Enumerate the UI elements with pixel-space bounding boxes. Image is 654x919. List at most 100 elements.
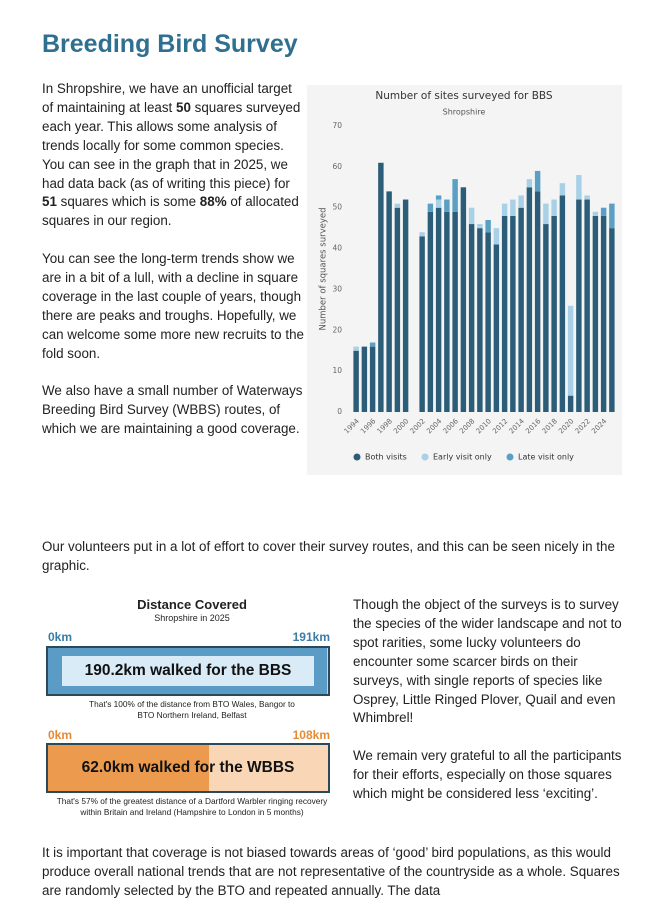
caption: That's 57% of the greatest distance of a… xyxy=(56,796,328,817)
page-title: Breeding Bird Survey xyxy=(42,30,298,58)
y-tick-label: 60 xyxy=(332,162,342,171)
bar-segment xyxy=(444,199,450,212)
y-tick-label: 40 xyxy=(332,244,342,253)
x-tick-label: 2008 xyxy=(458,417,476,435)
caption: That's 100% of the distance from BTO Wal… xyxy=(89,699,295,720)
y-tick-label: 50 xyxy=(332,203,342,212)
bar-segment xyxy=(584,199,590,412)
bar-segment xyxy=(518,195,524,208)
bar-segment xyxy=(394,203,401,208)
bar-segment xyxy=(551,215,557,412)
x-tick-label: 2018 xyxy=(541,417,559,435)
bar-segment xyxy=(419,232,425,237)
range-start: 0km xyxy=(48,728,73,742)
bar-segment xyxy=(493,228,500,245)
text: You can see in the graph that in 2025, w… xyxy=(42,156,290,191)
x-tick-label: 2012 xyxy=(491,417,509,435)
bar-segment xyxy=(394,207,401,412)
y-axis-label: Number of squares surveyed xyxy=(319,207,329,330)
bar-segment xyxy=(485,219,491,233)
volunteers-text: Our volunteers put in a lot of effort to… xyxy=(42,539,615,573)
distance-label: 62.0km walked for the WBBS xyxy=(81,759,295,776)
bar-segment xyxy=(600,215,607,412)
legend-label: Both visits xyxy=(365,453,407,462)
bar-segment xyxy=(609,203,615,229)
bar-segment xyxy=(534,191,541,412)
x-tick-label: 2000 xyxy=(392,417,410,435)
legend-marker xyxy=(421,453,429,461)
legend-label: Early visit only xyxy=(433,453,492,462)
bar-segment xyxy=(435,195,442,200)
footer-text: It is important that coverage is not bia… xyxy=(42,845,620,898)
bar-segment xyxy=(485,232,491,412)
text: We also have a small number of Waterways… xyxy=(42,383,303,437)
bar-segment xyxy=(501,215,508,412)
bar-segment xyxy=(452,211,458,412)
text: 51 xyxy=(42,194,57,210)
bar-segment xyxy=(543,224,549,412)
bar-segment xyxy=(559,195,566,412)
bar-segment xyxy=(444,211,450,412)
distance-fill xyxy=(48,745,209,791)
bar-segment xyxy=(501,203,508,216)
legend-label: Late visit only xyxy=(518,453,574,462)
y-tick-label: 20 xyxy=(332,325,342,334)
bar-segment xyxy=(427,211,434,412)
distance-bar: 62.0km walked for the WBBS xyxy=(46,743,330,793)
bar-segment xyxy=(386,191,392,412)
paragraph: We also have a small number of Waterways… xyxy=(42,382,304,439)
bar-segment xyxy=(477,224,483,229)
intro-text: In Shropshire, we have an unofficial tar… xyxy=(42,80,304,439)
x-tick-label: 1998 xyxy=(376,417,394,435)
paragraph: You can see the long-term trends show we… xyxy=(42,250,304,363)
bar-segment xyxy=(435,199,442,208)
x-tick-label: 2024 xyxy=(590,417,609,436)
bar-segment xyxy=(460,187,467,412)
bar-segment xyxy=(510,215,516,412)
infographic-title: Distance Covered xyxy=(137,597,247,612)
x-tick-label: 2010 xyxy=(475,417,493,435)
x-tick-label: 2006 xyxy=(442,417,461,436)
bar-segment xyxy=(510,199,516,216)
bar-segment xyxy=(353,350,359,412)
bar-segment xyxy=(378,162,384,412)
x-tick-label: 1994 xyxy=(343,417,362,436)
x-tick-label: 2020 xyxy=(557,417,575,435)
legend-marker xyxy=(353,453,361,461)
bar-segment xyxy=(584,195,590,200)
legend-marker xyxy=(506,453,514,461)
range-end: 191km xyxy=(292,630,330,644)
paragraph: In Shropshire, we have an unofficial tar… xyxy=(42,80,304,156)
bar-segment xyxy=(567,395,574,412)
bar-segment xyxy=(559,183,566,196)
bar-segment xyxy=(402,199,409,412)
bar-segment xyxy=(609,228,615,412)
bar-segment xyxy=(419,236,425,412)
bar-segment xyxy=(526,179,533,188)
text: You can see the long-term trends show we… xyxy=(42,251,304,361)
bar-segment xyxy=(543,203,549,225)
text: squares surveyed each year. This allows … xyxy=(42,99,301,153)
bar-segment xyxy=(452,179,458,212)
x-tick-label: 2002 xyxy=(409,417,427,435)
bar-segment xyxy=(592,211,599,216)
y-tick-label: 10 xyxy=(332,366,342,375)
chart-panel: Number of sites surveyed for BBS Shropsh… xyxy=(307,85,622,475)
paragraph: We remain very grateful to all the parti… xyxy=(353,748,622,802)
bar-segment xyxy=(369,342,376,347)
rarities-text: Though the object of the surveys is to s… xyxy=(353,596,631,804)
text: of allocated squares in our region. xyxy=(42,194,299,229)
text: 88% xyxy=(199,194,227,210)
chart-subtitle: Shropshire xyxy=(443,108,486,117)
bar-segment xyxy=(493,244,500,412)
bar-segment xyxy=(567,305,574,396)
bar-segment xyxy=(551,199,557,216)
bar-segment xyxy=(361,346,368,412)
x-tick-label: 2014 xyxy=(508,417,527,436)
range-start: 0km xyxy=(48,630,73,644)
bar-segment xyxy=(435,207,442,412)
infographic-subtitle: Shropshire in 2025 xyxy=(154,613,230,623)
x-tick-label: 2016 xyxy=(524,417,543,436)
bar-segment xyxy=(534,170,541,192)
